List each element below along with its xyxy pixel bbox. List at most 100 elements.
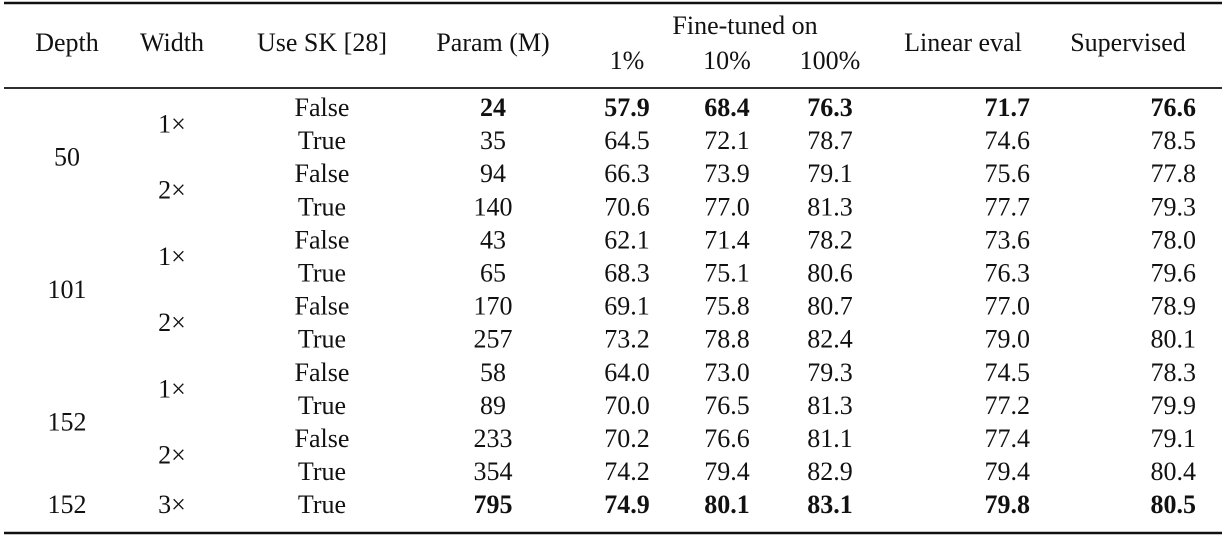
width-label: 1× bbox=[158, 110, 186, 139]
table-cell: 140 bbox=[474, 192, 513, 221]
table-cell: 94 bbox=[480, 159, 506, 188]
depth-label: 152 bbox=[48, 490, 87, 519]
table-cell: 79.4 bbox=[704, 457, 750, 486]
table-cell: 65 bbox=[480, 258, 506, 287]
table-cell: 80.1 bbox=[704, 490, 750, 519]
table-cell: 62.1 bbox=[604, 225, 650, 254]
table-cell: 79.3 bbox=[807, 358, 853, 387]
table-cell: True bbox=[298, 490, 346, 519]
table-cell: 74.2 bbox=[604, 457, 650, 486]
table-cell: 68.3 bbox=[604, 258, 650, 287]
table-cell: 81.1 bbox=[807, 424, 853, 453]
table-cell: 73.2 bbox=[604, 325, 650, 354]
table-cell: True bbox=[298, 258, 346, 287]
table-cell: 74.5 bbox=[985, 358, 1031, 387]
table-cell: 79.1 bbox=[1151, 424, 1197, 453]
subcolumn-header: 1% bbox=[610, 46, 645, 75]
table-cell: 79.3 bbox=[1151, 192, 1197, 221]
table-cell: 57.9 bbox=[604, 93, 650, 122]
table-cell: False bbox=[295, 93, 350, 122]
table-cell: 76.5 bbox=[704, 391, 750, 420]
column-header: Use SK [28] bbox=[257, 28, 387, 57]
table-cell: 78.5 bbox=[1151, 126, 1197, 155]
column-header: Linear eval bbox=[904, 28, 1022, 57]
width-label: 2× bbox=[158, 176, 186, 205]
table-cell: 354 bbox=[474, 457, 513, 486]
table-cell: 75.8 bbox=[704, 292, 750, 321]
width-label: 1× bbox=[158, 374, 186, 403]
depth-label: 152 bbox=[48, 407, 87, 436]
table-cell: 69.1 bbox=[604, 292, 650, 321]
table-cell: 70.2 bbox=[604, 424, 650, 453]
table-cell: 79.0 bbox=[985, 325, 1031, 354]
table-cell: 81.3 bbox=[807, 192, 853, 221]
table-cell: False bbox=[295, 358, 350, 387]
table-cell: 24 bbox=[480, 93, 506, 122]
table-cell: 72.1 bbox=[704, 126, 750, 155]
table-cell: 83.1 bbox=[807, 490, 853, 519]
table-cell: 70.0 bbox=[604, 391, 650, 420]
table-cell: 71.4 bbox=[704, 225, 750, 254]
table-cell: False bbox=[295, 424, 350, 453]
depth-label: 50 bbox=[54, 143, 80, 172]
table-cell: 77.2 bbox=[985, 391, 1031, 420]
table-cell: True bbox=[298, 126, 346, 155]
column-header: Supervised bbox=[1070, 28, 1186, 57]
table-cell: 74.9 bbox=[604, 490, 650, 519]
table-cell: 79.6 bbox=[1151, 258, 1197, 287]
column-header: Fine-tuned on bbox=[672, 11, 817, 40]
width-label: 2× bbox=[158, 308, 186, 337]
table-cell: 75.1 bbox=[704, 258, 750, 287]
subcolumn-header: 100% bbox=[800, 46, 861, 75]
table-cell: 75.6 bbox=[985, 159, 1031, 188]
column-header: Depth bbox=[35, 28, 99, 57]
table-cell: 233 bbox=[474, 424, 513, 453]
table-cell: 82.9 bbox=[807, 457, 853, 486]
table-cell: 66.3 bbox=[604, 159, 650, 188]
table-cell: 170 bbox=[474, 292, 513, 321]
table-cell: 77.4 bbox=[985, 424, 1031, 453]
table-cell: 77.8 bbox=[1151, 159, 1197, 188]
column-header: Width bbox=[140, 28, 204, 57]
table-cell: 81.3 bbox=[807, 391, 853, 420]
table-cell: 78.0 bbox=[1151, 225, 1197, 254]
table-cell: 79.4 bbox=[985, 457, 1031, 486]
table-cell: True bbox=[298, 457, 346, 486]
table-cell: 795 bbox=[474, 490, 513, 519]
table-cell: 80.6 bbox=[807, 258, 853, 287]
table-cell: 79.1 bbox=[807, 159, 853, 188]
subcolumn-header: 10% bbox=[703, 46, 751, 75]
table-cell: 77.0 bbox=[985, 292, 1031, 321]
table-cell: 73.6 bbox=[985, 225, 1031, 254]
table-cell: True bbox=[298, 391, 346, 420]
table-cell: 68.4 bbox=[704, 93, 750, 122]
table-cell: False bbox=[295, 292, 350, 321]
width-label: 1× bbox=[158, 242, 186, 271]
table-cell: 70.6 bbox=[604, 192, 650, 221]
table-cell: 73.9 bbox=[704, 159, 750, 188]
table-cell: 64.0 bbox=[604, 358, 650, 387]
table-cell: False bbox=[295, 159, 350, 188]
table-cell: 78.8 bbox=[704, 325, 750, 354]
table-cell: 80.5 bbox=[1151, 490, 1197, 519]
width-label: 3× bbox=[158, 490, 186, 519]
table-cell: 58 bbox=[480, 358, 506, 387]
depth-label: 101 bbox=[48, 275, 87, 304]
table-cell: 71.7 bbox=[985, 93, 1031, 122]
width-label: 2× bbox=[158, 441, 186, 470]
table-cell: 76.6 bbox=[704, 424, 750, 453]
table-cell: 77.7 bbox=[985, 192, 1031, 221]
table-cell: 76.3 bbox=[807, 93, 853, 122]
table-cell: 78.9 bbox=[1151, 292, 1197, 321]
table-cell: 78.7 bbox=[807, 126, 853, 155]
table-cell: 64.5 bbox=[604, 126, 650, 155]
table-cell: 77.0 bbox=[704, 192, 750, 221]
table-cell: False bbox=[295, 225, 350, 254]
table-cell: 80.4 bbox=[1151, 457, 1197, 486]
table-cell: 89 bbox=[480, 391, 506, 420]
table-cell: 80.7 bbox=[807, 292, 853, 321]
table-cell: 79.8 bbox=[985, 490, 1031, 519]
column-header: Param (M) bbox=[436, 28, 549, 57]
table-cell: 74.6 bbox=[985, 126, 1031, 155]
table-cell: 78.3 bbox=[1151, 358, 1197, 387]
